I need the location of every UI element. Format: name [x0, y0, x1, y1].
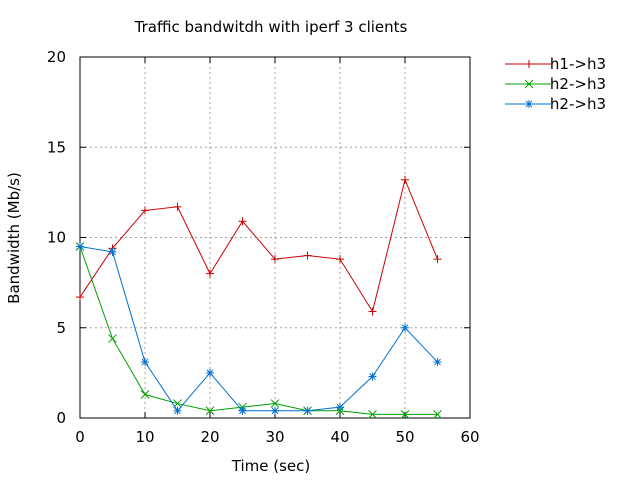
marker-stroke	[76, 243, 84, 250]
data-point	[303, 251, 312, 260]
data-point	[368, 410, 377, 419]
marker-stroke	[270, 399, 280, 408]
data-point	[141, 206, 149, 215]
data-point	[400, 410, 410, 419]
data-point	[205, 406, 215, 416]
data-point	[76, 242, 84, 251]
marker-stroke	[206, 369, 214, 377]
legend: h1->h3 h2->h3 h2->h3	[505, 55, 606, 113]
x-axis-label: Time (sec)	[231, 457, 310, 475]
chart-title: Traffic bandwitdh with iperf 3 clients	[134, 18, 408, 36]
marker-stroke	[239, 407, 246, 415]
data-point	[303, 406, 312, 415]
marker-stroke	[525, 100, 533, 108]
marker-stroke	[434, 358, 441, 366]
data-point	[173, 406, 182, 415]
series-3	[76, 242, 442, 415]
data-point	[141, 358, 149, 367]
series-line	[79, 246, 438, 415]
legend-marker	[525, 60, 533, 68]
marker-stroke	[304, 407, 311, 415]
x-tick-label: 60	[460, 428, 479, 446]
y-tick-label: 5	[56, 319, 66, 337]
data-point	[433, 410, 442, 419]
data-point	[433, 255, 442, 264]
data-point	[173, 202, 182, 211]
data-point	[140, 390, 150, 399]
legend-entry: h2->h3	[505, 75, 606, 93]
marker-stroke	[400, 410, 410, 419]
marker-stroke	[205, 406, 215, 416]
data-point	[401, 323, 409, 332]
marker-stroke	[109, 248, 116, 256]
series-layer	[75, 175, 442, 419]
series-line	[79, 246, 438, 412]
marker-stroke	[369, 373, 376, 380]
marker-stroke	[336, 403, 344, 411]
legend-entry: h2->h3	[505, 95, 606, 113]
marker-stroke	[271, 407, 279, 415]
marker-stroke	[174, 407, 181, 415]
data-point	[206, 269, 214, 278]
marker-stroke	[108, 334, 117, 343]
legend-label: h2->h3	[550, 95, 606, 113]
data-point	[108, 334, 117, 343]
data-point	[271, 255, 279, 264]
data-point	[108, 247, 117, 256]
y-tick-label: 0	[56, 409, 66, 427]
y-tick-label: 15	[47, 138, 66, 156]
series-line	[79, 178, 438, 313]
series-1	[76, 175, 442, 316]
x-tick-label: 0	[75, 428, 85, 446]
data-point	[271, 406, 279, 415]
data-point	[368, 307, 377, 316]
grid	[80, 57, 470, 418]
data-point	[336, 403, 344, 412]
data-point	[368, 372, 377, 381]
legend-label: h1->h3	[550, 55, 606, 73]
data-point	[238, 217, 247, 226]
y-axis-label: Bandwidth (Mb/s)	[5, 172, 23, 304]
x-tick-label: 10	[135, 428, 154, 446]
data-point	[433, 358, 442, 367]
series-2	[75, 242, 442, 419]
y-tick-label: 20	[47, 48, 66, 66]
marker-stroke	[141, 358, 149, 366]
x-tick-label: 50	[395, 428, 414, 446]
axis-ticks: 0 10 20 30 40 50 60 0 5 10 15 20	[47, 48, 480, 446]
data-point	[206, 368, 214, 377]
marker-stroke	[368, 410, 377, 419]
legend-label: h2->h3	[550, 75, 606, 93]
x-tick-label: 30	[265, 428, 284, 446]
legend-entry: h1->h3	[505, 55, 606, 73]
marker-stroke	[401, 324, 409, 332]
marker-stroke	[140, 390, 150, 399]
legend-marker	[525, 100, 533, 108]
data-point	[76, 293, 84, 302]
data-point	[238, 406, 247, 415]
data-point	[270, 399, 280, 408]
data-point	[336, 255, 344, 264]
x-tick-label: 20	[200, 428, 219, 446]
data-point	[401, 175, 409, 184]
x-tick-label: 40	[330, 428, 349, 446]
y-tick-label: 10	[47, 229, 66, 247]
legend-marker	[524, 79, 534, 89]
marker-stroke	[433, 410, 442, 419]
marker-stroke	[524, 79, 534, 89]
